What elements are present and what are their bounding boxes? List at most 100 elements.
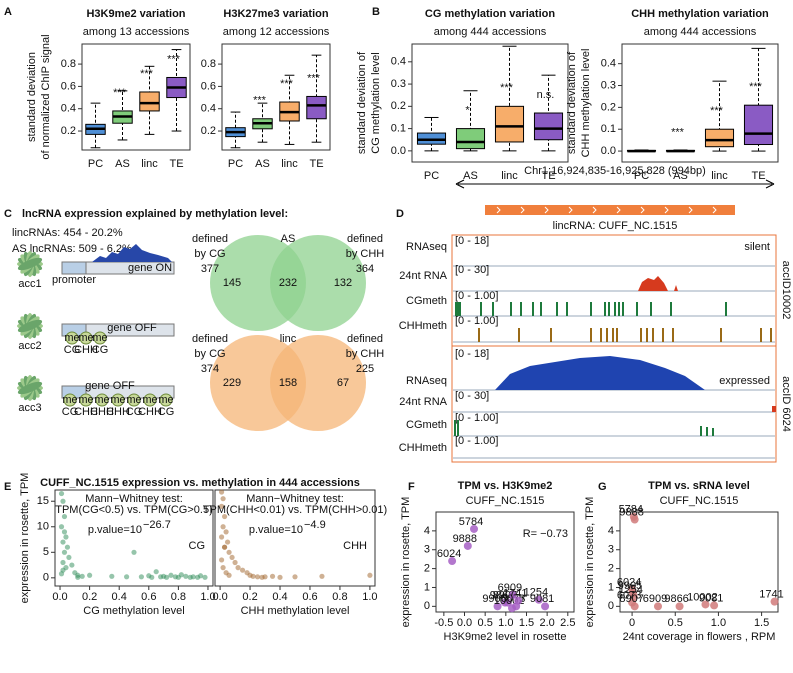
track-range: [0 - 18] xyxy=(455,235,489,247)
chart-title: CHH methylation variation xyxy=(631,8,769,20)
point xyxy=(541,602,550,611)
x-tick-label: linc xyxy=(711,170,728,182)
chh-meth-bar xyxy=(518,328,520,342)
point-label: 6073 xyxy=(617,589,641,601)
significance: *** xyxy=(167,53,181,65)
y-tick-label: 0 xyxy=(43,572,49,584)
chart-subtitle: CUFF_NC.1515 xyxy=(466,495,545,507)
venn-title: linc xyxy=(280,333,297,345)
x-tick-label: 0.2 xyxy=(82,591,97,603)
x-tick-label: 0.8 xyxy=(171,591,186,603)
point xyxy=(109,573,115,579)
cg-meth-bar xyxy=(457,302,459,316)
cg-meth-bar xyxy=(670,302,672,316)
venn-count: 145 xyxy=(223,277,241,289)
annotation: CHH xyxy=(343,540,367,552)
annotation: CG xyxy=(189,540,206,552)
venn-count: 67 xyxy=(337,377,349,389)
y-axis-label: standard deviation xyxy=(26,52,38,142)
x-axis-label: H3K9me2 level in rosette xyxy=(444,631,567,643)
y-tick-label: 0.3 xyxy=(601,79,616,91)
chart-subtitle: among 444 accessions xyxy=(434,26,547,38)
point-label: 9866 xyxy=(664,593,688,605)
point xyxy=(630,602,639,611)
panel-letter: E xyxy=(4,481,11,493)
point xyxy=(226,549,232,555)
y-tick-label: 4 xyxy=(608,525,614,537)
point xyxy=(58,571,65,577)
chh-meth-bar xyxy=(590,328,592,342)
point-label: 9888 xyxy=(619,506,643,518)
chh-meth-bar xyxy=(652,328,654,342)
plot-frame xyxy=(621,43,779,163)
chart-subtitle: among 13 accessions xyxy=(83,26,190,38)
point xyxy=(218,489,225,495)
y-axis-label: expression in rosette, TPM xyxy=(584,497,596,628)
point xyxy=(149,574,155,580)
chh-meth-bar xyxy=(646,328,648,342)
rosette-leaf xyxy=(17,257,43,271)
set-label: by CG xyxy=(194,248,225,260)
gene-label: lincRNA: CUFF_NC.1515 xyxy=(553,220,678,232)
panel-letter: D xyxy=(396,208,404,220)
significance: *** xyxy=(749,81,763,93)
y-tick-label: 0.3 xyxy=(391,78,406,90)
sample-id: accID 6024 xyxy=(780,376,792,432)
cg-meth-bar xyxy=(480,302,482,316)
set-label: by CHH xyxy=(346,348,385,360)
point xyxy=(218,534,225,540)
set-total: 374 xyxy=(201,363,219,375)
methyl-label: me xyxy=(78,332,93,344)
strand-chevron xyxy=(568,206,573,214)
point xyxy=(202,574,208,580)
point xyxy=(367,572,373,578)
x-tick-label: TE xyxy=(309,158,323,170)
x-tick-label: 2.0 xyxy=(539,617,554,629)
box xyxy=(533,112,564,141)
y-axis-label: standard deviation of xyxy=(566,51,578,154)
point xyxy=(64,544,71,550)
cg-meth-bar xyxy=(520,302,522,316)
track-box xyxy=(451,345,777,463)
y-axis-label: of normalized ChIP signal xyxy=(40,34,52,159)
panel-letter: F xyxy=(408,481,415,493)
point-label: 9905 xyxy=(618,580,642,592)
point xyxy=(232,559,238,566)
set-label: defined xyxy=(347,233,383,245)
chart-title: TPM vs. sRNA level xyxy=(648,480,750,492)
y-axis-label: CG methylation level xyxy=(370,52,382,154)
point xyxy=(60,498,66,504)
significance: *** xyxy=(253,95,267,107)
point-label: 5784 xyxy=(459,516,483,528)
point xyxy=(66,554,72,561)
x-tick-label: PC xyxy=(228,158,243,170)
point xyxy=(138,574,144,580)
point xyxy=(269,573,276,579)
point xyxy=(277,574,283,580)
point xyxy=(470,524,479,533)
point-label: 9905 xyxy=(482,593,506,605)
rnaseq-signal xyxy=(495,356,705,390)
y-tick-label: 0.8 xyxy=(61,58,76,70)
point xyxy=(221,544,228,550)
plot-frame xyxy=(411,43,569,163)
track-range: [0 - 18] xyxy=(455,348,489,360)
significance: *** xyxy=(710,105,724,117)
plot-frame xyxy=(81,43,191,151)
set-total: 377 xyxy=(201,263,219,275)
point xyxy=(61,529,68,535)
methyl-mark xyxy=(159,393,173,407)
region-label: Chr1:16,924,835-16,925,828 (994bp) xyxy=(524,165,706,177)
methyl-label: me xyxy=(94,394,109,406)
y-tick-label: 0 xyxy=(608,600,614,612)
point xyxy=(60,539,66,545)
point-label: 8907 xyxy=(619,593,643,605)
point-label: 1254 xyxy=(619,584,643,596)
y-tick-label: 0.4 xyxy=(391,56,406,68)
set-label: defined xyxy=(192,333,228,345)
y-tick-label: 5 xyxy=(43,546,49,558)
set-label: defined xyxy=(192,233,228,245)
methyl-mark xyxy=(143,393,157,407)
y-tick-label: 0.1 xyxy=(601,123,616,135)
track-range: [0 - 1.00] xyxy=(455,290,498,302)
